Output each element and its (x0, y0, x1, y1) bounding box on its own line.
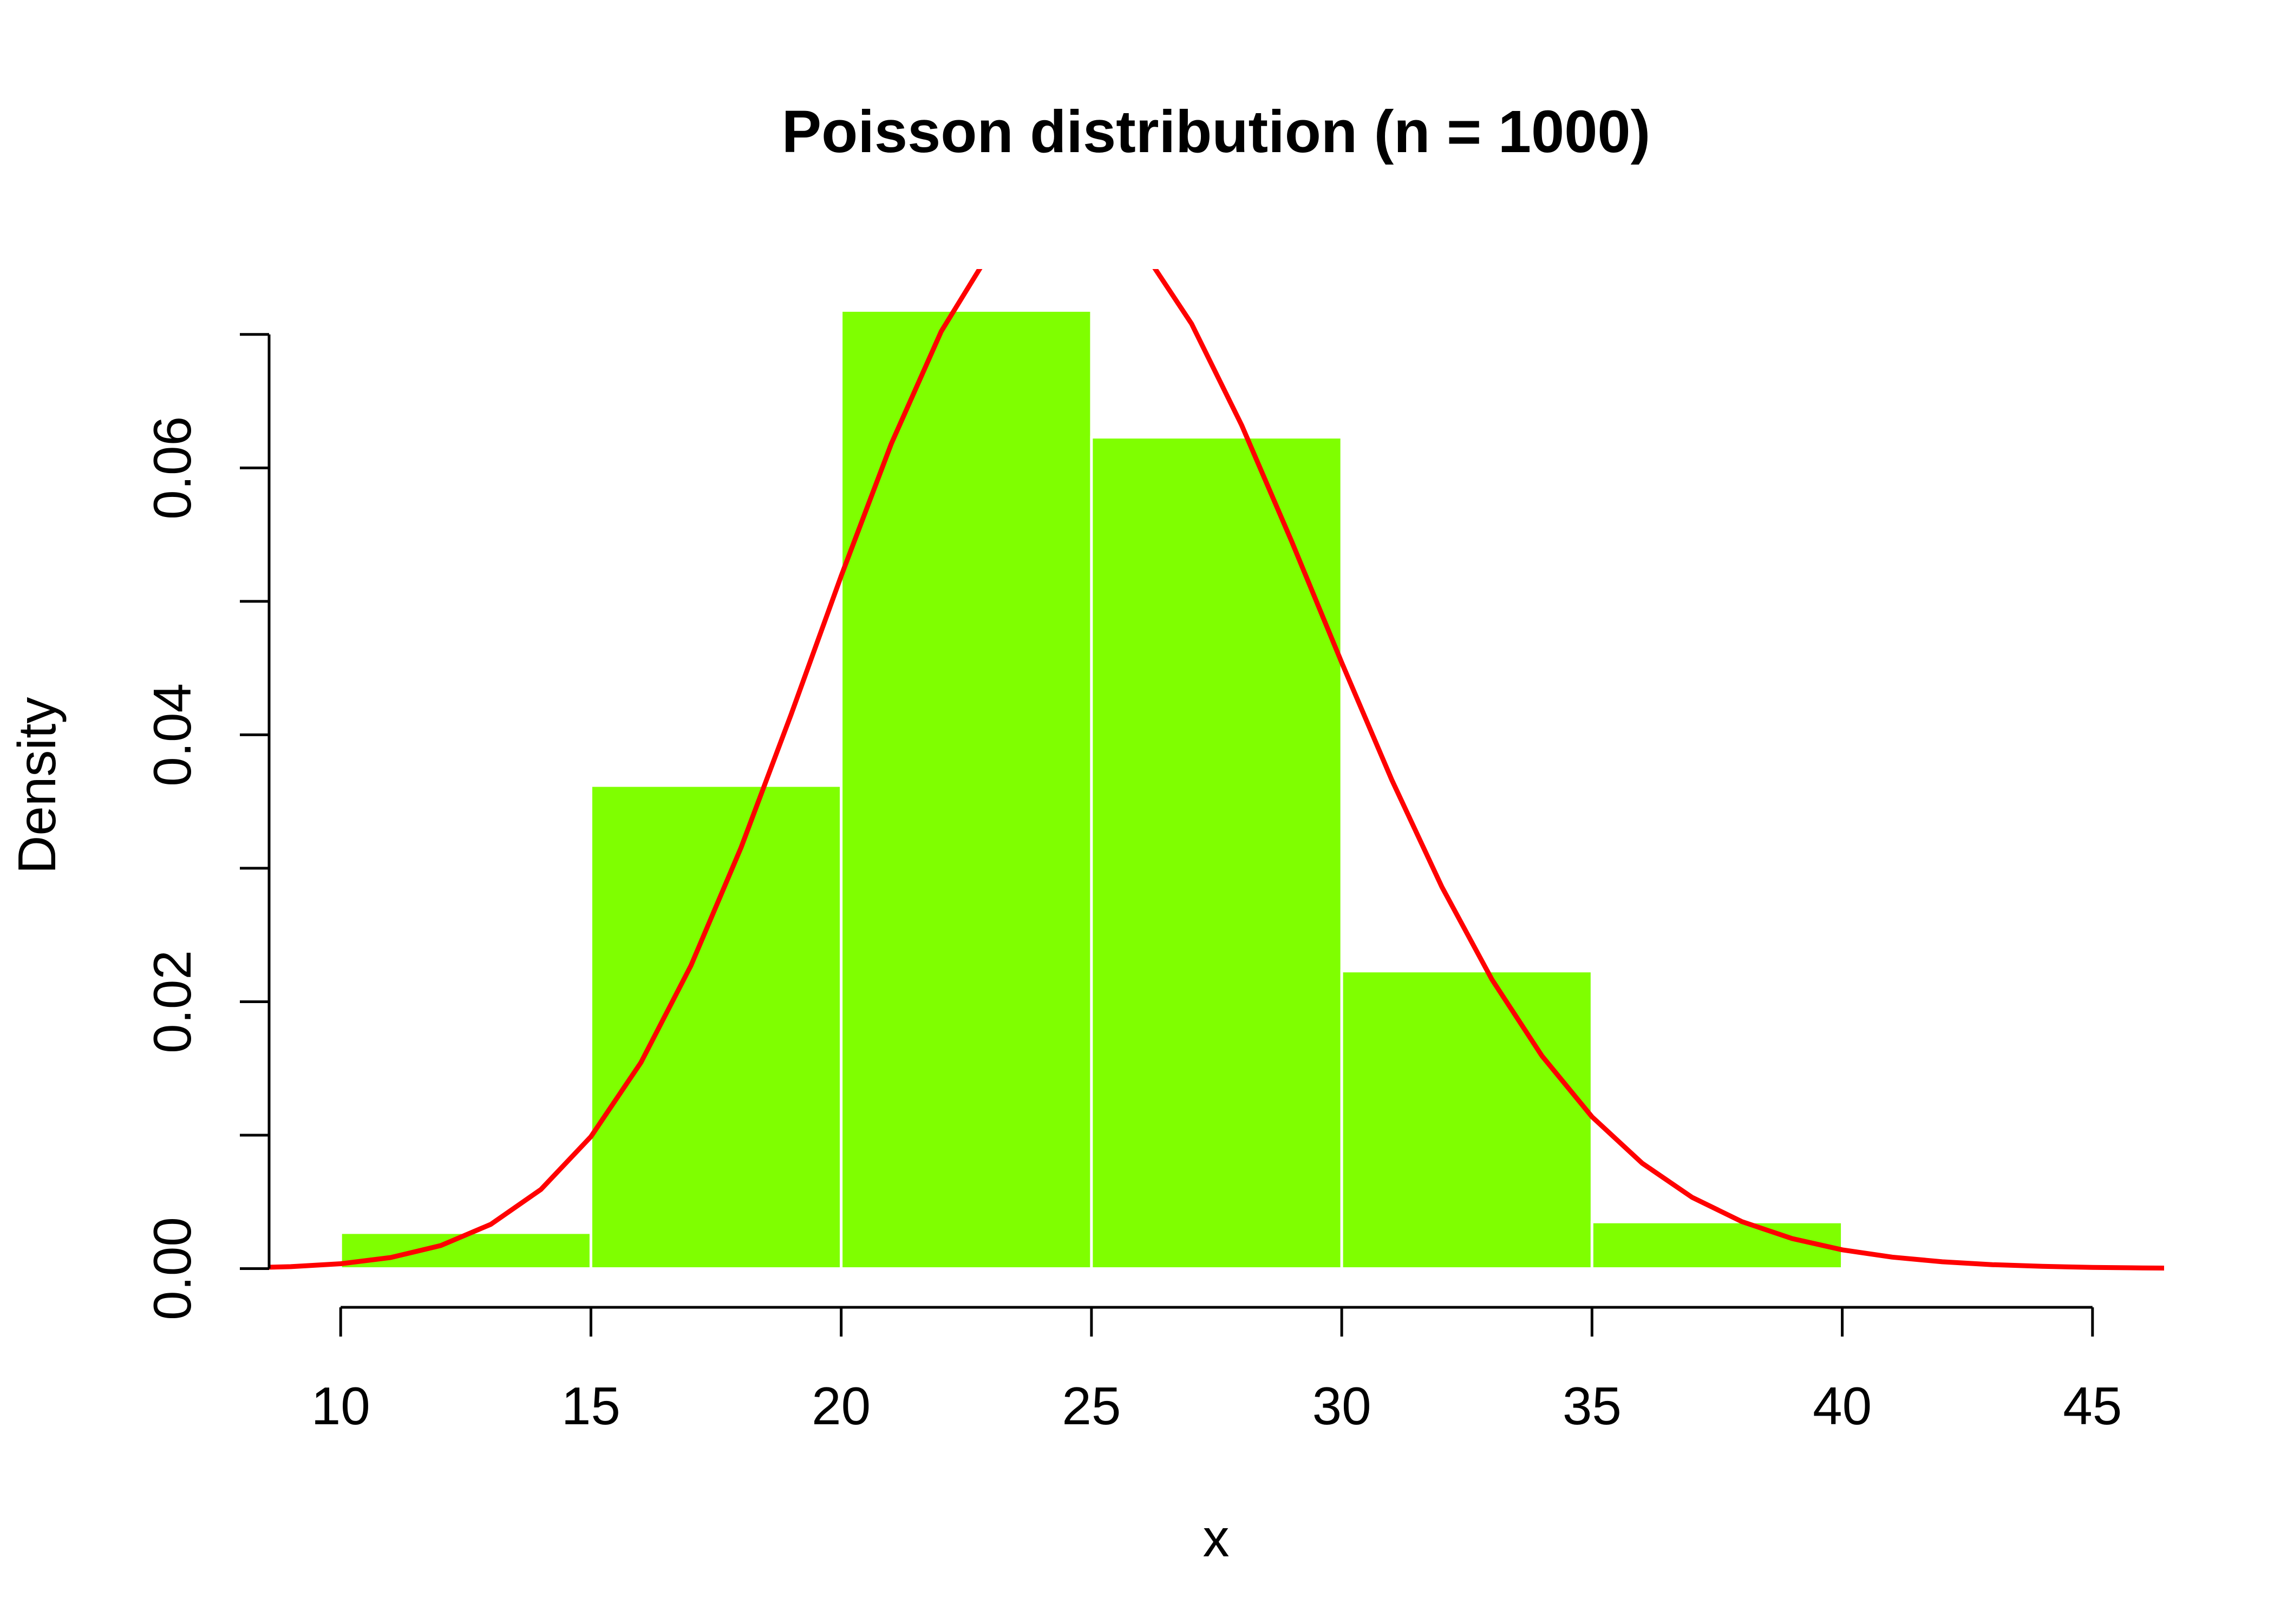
bar (1090, 436, 1343, 1271)
bar (589, 784, 843, 1271)
y-axis-label: Density (7, 697, 67, 874)
x-tick-label: 10 (311, 1376, 370, 1436)
y-tick-label: 0.00 (142, 1217, 202, 1320)
bar (339, 1231, 592, 1271)
x-axis-label: x (1203, 1508, 1230, 1568)
chart-title: Poisson distribution (n = 1000) (782, 99, 1650, 165)
x-tick-label: 35 (1563, 1376, 1622, 1436)
y-tick-label: 0.04 (142, 683, 202, 787)
bar (1590, 1220, 1844, 1271)
x-tick-label: 30 (1312, 1376, 1371, 1436)
bar (1340, 970, 1593, 1271)
x-tick-label: 20 (812, 1376, 871, 1436)
curve-layer (269, 269, 2164, 1271)
y-tick-label: 0.02 (142, 950, 202, 1053)
y-tick-label: 0.06 (142, 416, 202, 520)
x-tick-label: 40 (1813, 1376, 1872, 1436)
axes: 0.00 0.02 0.04 0.06 10 15 20 25 30 35 40 45 (142, 333, 2122, 1436)
x-tick-label: 45 (2063, 1376, 2122, 1436)
x-tick-label: 25 (1062, 1376, 1121, 1436)
density-curve (269, 269, 2164, 1271)
bars (339, 309, 2094, 1271)
x-tick-label: 15 (561, 1376, 620, 1436)
bar (840, 309, 1093, 1271)
